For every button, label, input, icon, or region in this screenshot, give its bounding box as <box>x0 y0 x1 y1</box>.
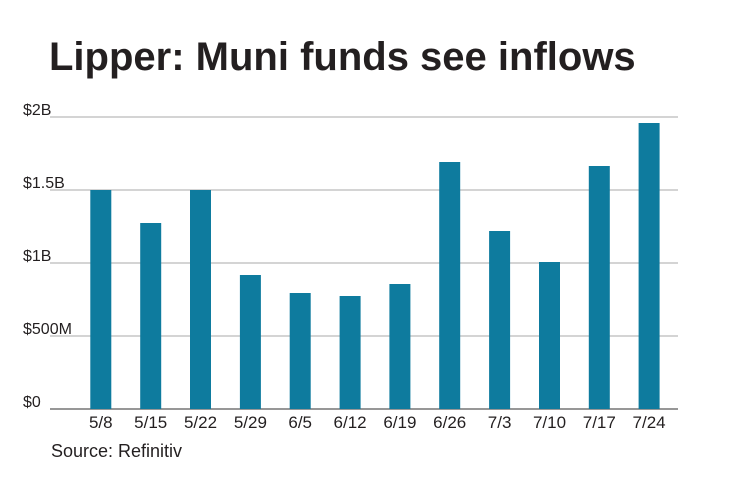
svg-text:$1B: $1B <box>23 248 51 265</box>
svg-text:$0: $0 <box>23 394 41 411</box>
svg-text:$500M: $500M <box>23 321 72 338</box>
svg-text:6/19: 6/19 <box>383 413 416 432</box>
svg-text:5/22: 5/22 <box>184 413 217 432</box>
svg-text:7/24: 7/24 <box>633 413 666 432</box>
svg-text:5/29: 5/29 <box>234 413 267 432</box>
svg-text:7/3: 7/3 <box>488 413 512 432</box>
svg-text:6/5: 6/5 <box>288 413 312 432</box>
svg-text:5/15: 5/15 <box>134 413 167 432</box>
svg-text:7/17: 7/17 <box>583 413 616 432</box>
svg-text:7/10: 7/10 <box>533 413 566 432</box>
svg-text:5/8: 5/8 <box>89 413 113 432</box>
svg-text:6/12: 6/12 <box>334 413 367 432</box>
svg-text:$1.5B: $1.5B <box>23 175 65 192</box>
svg-text:6/26: 6/26 <box>433 413 466 432</box>
svg-text:$2B: $2B <box>23 102 51 119</box>
